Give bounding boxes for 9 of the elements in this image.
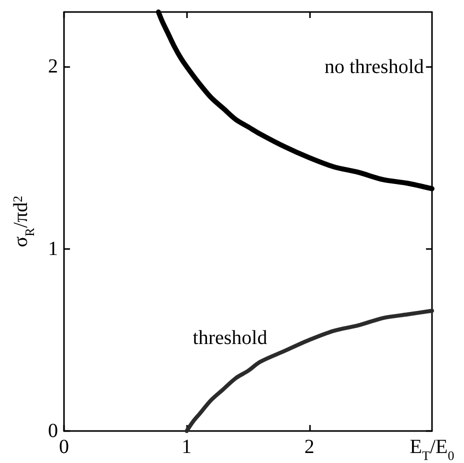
y-axis-title: σR/πd2 xyxy=(10,196,38,248)
legend-label: no threshold xyxy=(324,56,424,78)
x-tick-label: 2 xyxy=(304,436,314,458)
y-tick-label: 0 xyxy=(48,420,58,442)
y-tick-label: 1 xyxy=(48,238,58,260)
line-series xyxy=(184,308,434,433)
y-tick-label: 2 xyxy=(48,56,58,78)
series-label: threshold xyxy=(192,326,268,349)
x-tick-label: 1 xyxy=(182,436,192,458)
